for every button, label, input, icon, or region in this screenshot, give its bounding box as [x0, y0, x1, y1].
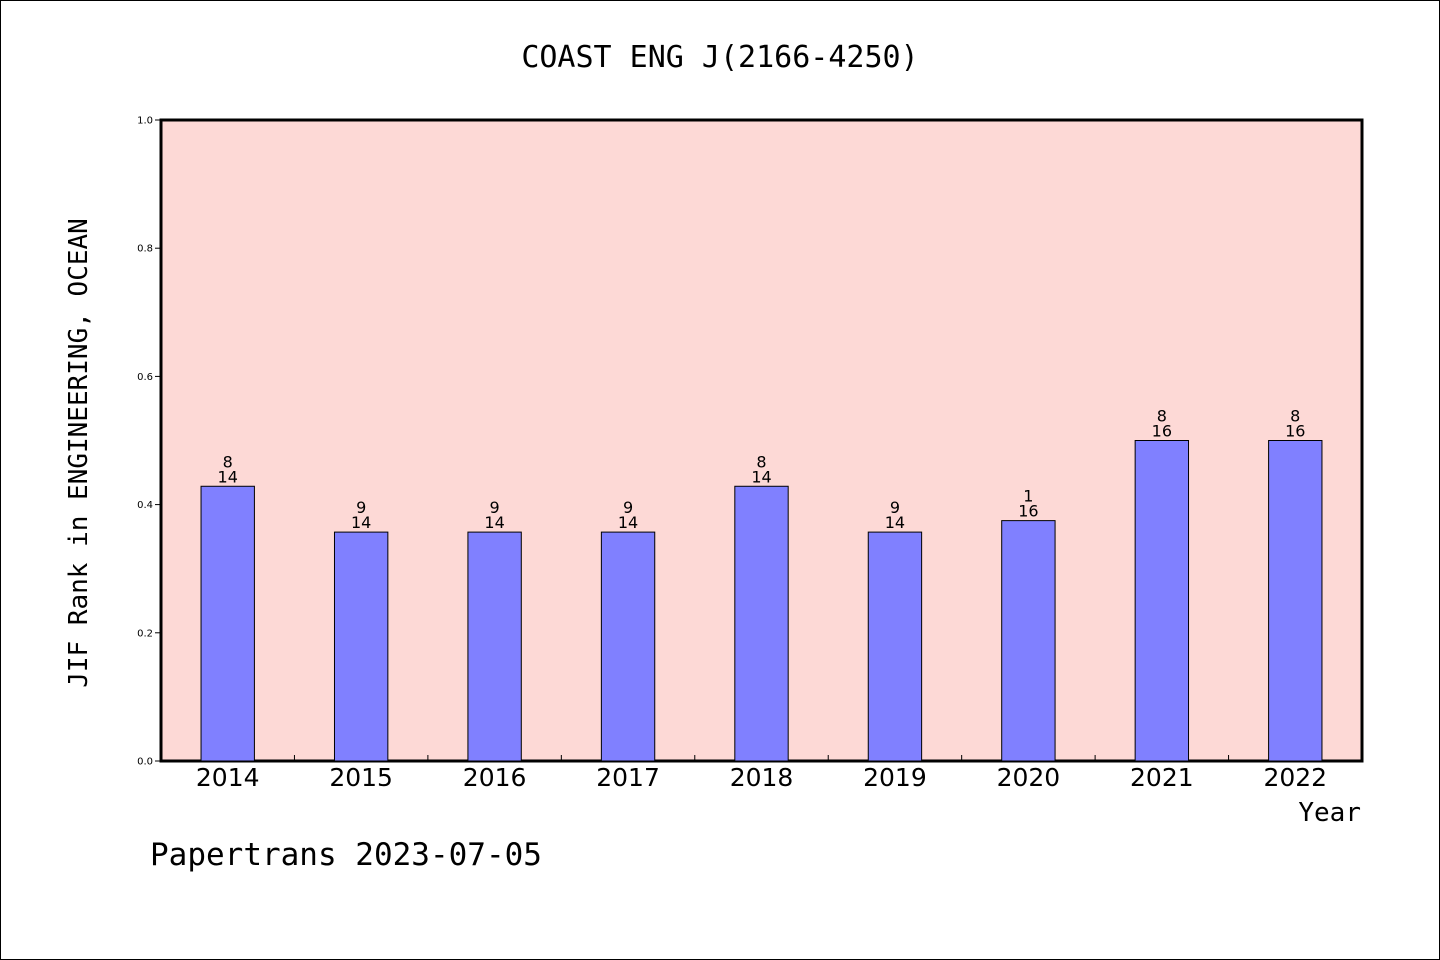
data-label-total: 14	[218, 467, 238, 486]
bars	[200, 440, 1323, 762]
data-label-total: 14	[618, 513, 638, 532]
x-tick-label: 2020	[997, 763, 1061, 792]
data-label-total: 16	[1152, 422, 1172, 441]
bar-2022	[1268, 440, 1323, 762]
data-label-total: 16	[1018, 502, 1038, 521]
data-label-total: 14	[484, 513, 504, 532]
x-tick-label: 2022	[1263, 763, 1327, 792]
data-label-rank: 9	[490, 498, 500, 517]
chart-title: COAST ENG J(2166-4250)	[521, 40, 918, 75]
data-label-rank: 8	[756, 452, 766, 471]
data-label-total: 14	[885, 513, 905, 532]
bar-2018	[734, 485, 789, 762]
bar-2020	[1001, 520, 1056, 762]
y-tick-label: 1.0	[137, 116, 153, 127]
x-tick-label: 2019	[863, 763, 927, 792]
y-tick-label: 0.4	[137, 500, 153, 511]
y-tick-label: 0.0	[137, 757, 153, 768]
y-tick-label: 0.6	[137, 372, 153, 383]
x-tick-label: 2017	[596, 763, 660, 792]
data-label-rank: 8	[1290, 407, 1300, 426]
bar-2016	[467, 531, 522, 762]
data-label-total: 14	[751, 467, 771, 486]
data-labels: 2014814201591420169142017914201881420199…	[196, 407, 1327, 793]
bar-2014	[200, 485, 255, 762]
bar-2017	[600, 531, 656, 762]
bar-2019	[867, 531, 923, 762]
data-label-total: 14	[351, 513, 371, 532]
data-label-rank: 1	[1023, 487, 1033, 506]
bar-2015	[333, 531, 389, 762]
x-axis-label: Year	[1298, 798, 1361, 828]
y-axis-label: JIF Rank in ENGINEERING, OCEAN	[64, 218, 94, 688]
data-label-rank: 8	[223, 452, 233, 471]
x-tick-label: 2015	[329, 763, 393, 792]
data-label-rank: 8	[1157, 407, 1167, 426]
x-tick-label: 2021	[1130, 763, 1194, 792]
footer-text: Papertrans 2023-07-05	[150, 837, 542, 873]
bar-2021	[1134, 440, 1190, 762]
axis-ticks: 0.0 0.2 0.4 0.6 0.8 1.0	[137, 116, 1230, 768]
data-label-total: 16	[1285, 422, 1305, 441]
x-tick-label: 2016	[463, 763, 527, 792]
x-tick-label: 2018	[730, 763, 794, 792]
y-tick-label: 0.2	[137, 628, 153, 639]
y-tick-label: 0.8	[137, 244, 153, 255]
data-label-rank: 9	[890, 498, 900, 517]
x-tick-label: 2014	[196, 763, 260, 792]
data-label-rank: 9	[356, 498, 366, 517]
data-label-rank: 9	[623, 498, 633, 517]
